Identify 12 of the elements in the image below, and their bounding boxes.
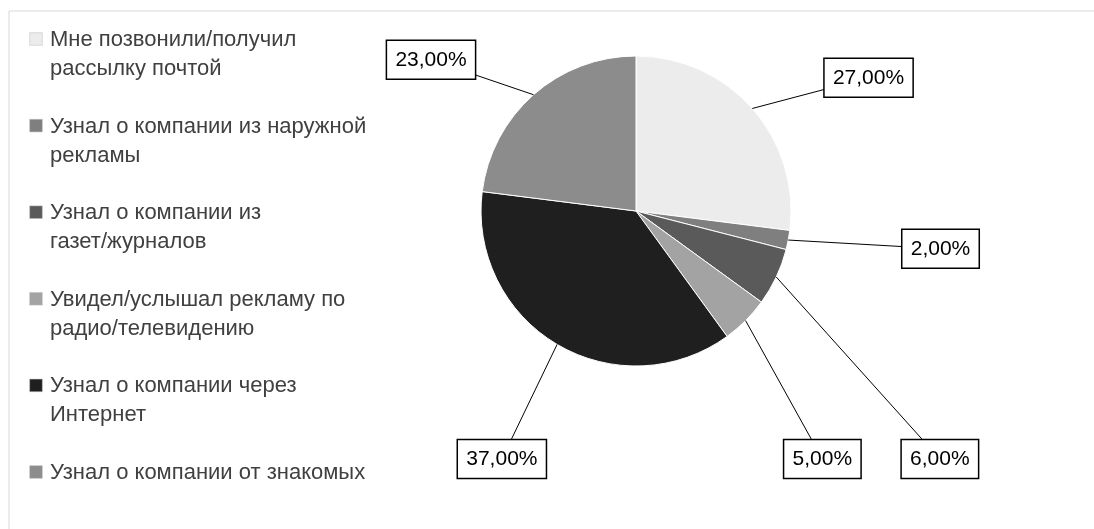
legend-label: Узнал о компании через Интернет	[50, 372, 297, 427]
legend-label: Мне позвонили/получил рассылку почтой	[50, 26, 297, 80]
legend-label: Узнал о компании из наружной рекламы	[50, 112, 367, 167]
legend-label: Узнал о компании из газет/журналов	[50, 199, 262, 254]
data-label: 2,00%	[910, 235, 971, 259]
data-label: 27,00%	[832, 64, 905, 88]
data-label: 37,00%	[466, 446, 538, 469]
legend-label: Узнал о компании от знакомых	[50, 459, 366, 484]
data-label: 6,00%	[910, 446, 970, 469]
data-label: 23,00%	[395, 46, 467, 70]
data-label: 5,00%	[792, 446, 853, 469]
legend-label: Увидел/услышал рекламу по радио/телевидению	[50, 285, 346, 340]
